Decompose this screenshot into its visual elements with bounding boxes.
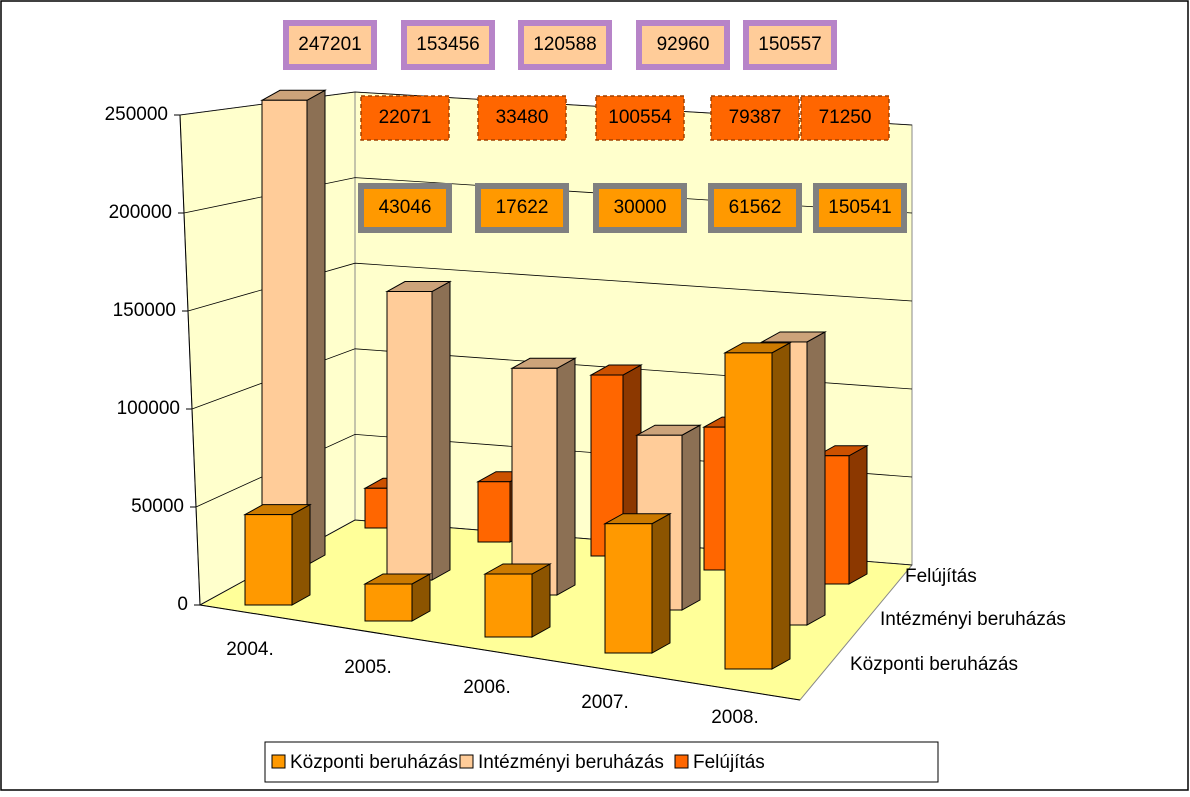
bar-side <box>431 280 451 581</box>
grid-line <box>187 262 913 312</box>
bar-side <box>291 503 311 606</box>
value-label-box <box>743 20 837 70</box>
bar <box>477 481 511 543</box>
x-tick-label: 2007. <box>581 692 629 713</box>
value-label-box <box>475 183 569 233</box>
legend-label: Központi beruházás <box>290 752 458 773</box>
bar <box>386 291 433 581</box>
legend-label: Felújítás <box>693 752 765 773</box>
value-label: 43046 <box>379 197 432 218</box>
value-label-box <box>360 95 450 141</box>
y-tick-label: 200000 <box>109 202 172 223</box>
legend-swatch <box>459 754 474 769</box>
value-label-box <box>708 183 802 233</box>
value-label: 61562 <box>729 197 782 218</box>
value-label-box <box>800 95 890 141</box>
value-label: 30000 <box>614 197 667 218</box>
x-axis <box>199 604 801 701</box>
legend-swatch <box>271 754 286 769</box>
value-label-box <box>813 183 907 233</box>
value-label-box <box>477 95 567 141</box>
value-label: 33480 <box>496 107 549 128</box>
bar <box>724 352 773 670</box>
y-tick-label: 0 <box>177 594 188 615</box>
y-tick-label: 150000 <box>113 300 176 321</box>
bar-side <box>556 357 576 596</box>
value-label: 150557 <box>758 34 821 55</box>
value-label: 247201 <box>298 34 361 55</box>
bar <box>511 367 558 596</box>
value-label-box <box>401 20 495 70</box>
bar <box>604 523 653 654</box>
value-label-box <box>710 95 800 141</box>
x-tick-label: 2008. <box>711 707 759 728</box>
bar-side <box>306 89 326 566</box>
bar-side <box>651 512 671 654</box>
value-label: 22071 <box>379 107 432 128</box>
value-label-box <box>283 20 377 70</box>
bar <box>261 99 308 566</box>
value-label: 120588 <box>533 34 596 55</box>
value-label-box <box>636 20 730 70</box>
bar-side <box>848 444 868 585</box>
value-label: 150541 <box>828 197 891 218</box>
x-tick-label: 2005. <box>344 657 392 678</box>
value-label: 79387 <box>729 107 782 128</box>
y-tick-label: 250000 <box>105 104 168 125</box>
y-axis <box>179 114 201 606</box>
value-label: 153456 <box>416 34 479 55</box>
legend-label: Intézményi beruházás <box>478 752 664 773</box>
bar-side <box>771 342 791 670</box>
bar <box>244 514 293 606</box>
value-label: 17622 <box>496 197 549 218</box>
value-label: 71250 <box>819 107 872 128</box>
value-label-box <box>593 183 687 233</box>
bar <box>484 573 533 638</box>
value-label: 100554 <box>608 107 672 128</box>
legend <box>264 741 939 783</box>
value-label-box <box>595 95 685 141</box>
y-tick-label: 50000 <box>131 496 184 517</box>
series-axis-label: Felújítás <box>905 566 977 587</box>
value-label-box <box>358 183 452 233</box>
bar-side <box>681 424 701 611</box>
series-axis-label: Intézményi beruházás <box>880 609 1066 630</box>
bar-side <box>531 563 551 638</box>
series-axis-label: Központi beruházás <box>850 654 1018 675</box>
x-tick-label: 2006. <box>463 677 511 698</box>
y-tick-label: 100000 <box>117 398 180 419</box>
value-label-box <box>518 20 612 70</box>
x-tick-label: 2004. <box>226 639 274 660</box>
value-label: 92960 <box>657 34 710 55</box>
bar-side <box>806 331 826 626</box>
legend-swatch <box>674 754 689 769</box>
bar <box>364 583 413 622</box>
